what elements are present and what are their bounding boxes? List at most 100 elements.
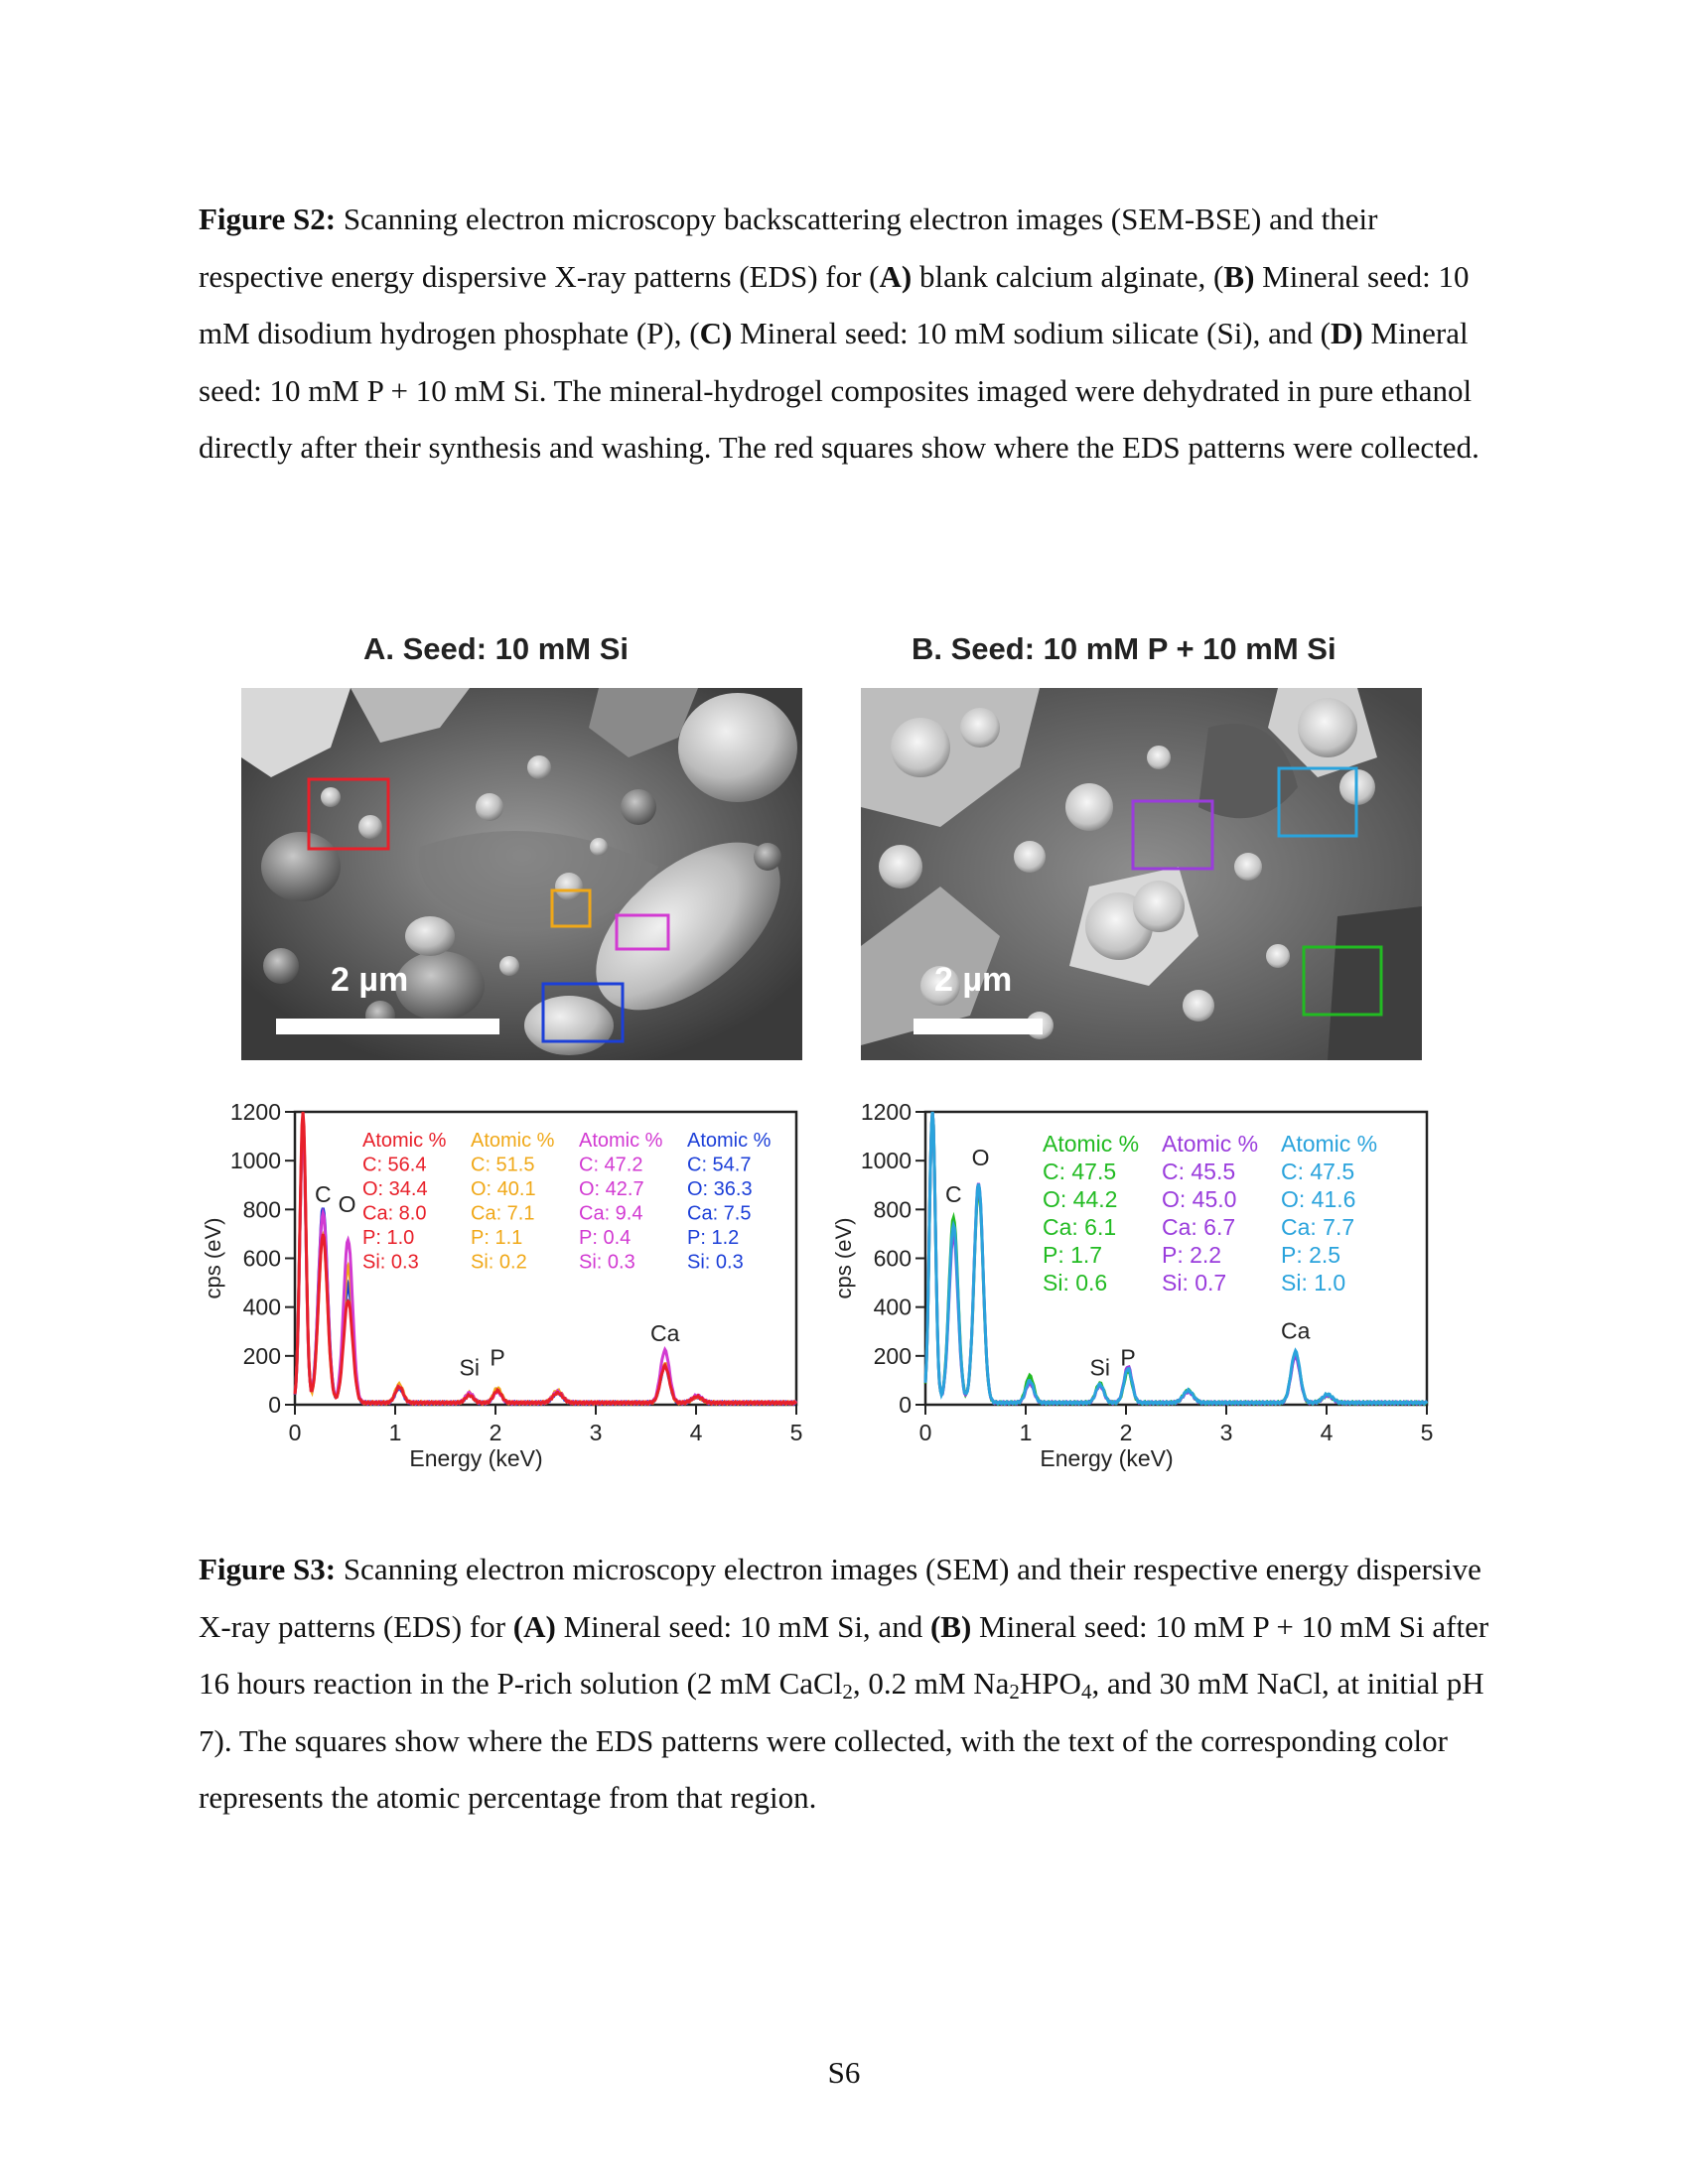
legend-text: C: 47.2: [579, 1155, 642, 1176]
eds-chart-a: 0 200 400 600 800 1000 1200 0 1 2 3 4 5 Energy (keV) c…: [201, 1099, 802, 1471]
figure-s3-segment: 4: [1080, 1680, 1092, 1704]
panel-a-title: A. Seed: 10 mM Si: [363, 631, 630, 666]
y-tick-label: 200: [874, 1343, 912, 1369]
y-tick-label: 1200: [230, 1099, 281, 1125]
figure-s3-segment: , and 30 mM NaCl, at initial pH 7). The …: [199, 1666, 1484, 1815]
y-tick-label: 1200: [861, 1099, 912, 1125]
legend-text: Ca: 9.4: [579, 1203, 642, 1225]
scale-bar-label-b: 2 µm: [934, 961, 1012, 999]
panel-b-title: B. Seed: 10 mM P + 10 mM Si: [912, 631, 1336, 666]
x-tick-label: 4: [1321, 1420, 1334, 1445]
legend-text: Si: 0.7: [1162, 1270, 1226, 1296]
y-tick-label: 1000: [861, 1148, 912, 1173]
y-tick-label: 800: [874, 1196, 912, 1222]
figure-s2-text: Scanning electron microscopy backscatter…: [199, 202, 1479, 465]
legend-text: Atomic %: [579, 1130, 663, 1152]
scale-bar-a: [276, 1019, 499, 1034]
figure-s2-caption: Figure S2: Scanning electron microscopy …: [199, 191, 1499, 477]
eds-chart-b: 0 200 400 600 800 1000 1200 0 1 2 3 4 5 Energy (keV) c…: [831, 1099, 1434, 1471]
region-box-blue: [541, 982, 625, 1043]
legend-text: P: 2.5: [1281, 1242, 1340, 1268]
y-tick-label: 600: [874, 1246, 912, 1272]
figure-s3-segment: Scanning electron microscopy electron im…: [199, 1552, 1481, 1644]
legend-text: O: 45.0: [1162, 1186, 1236, 1212]
figure-s3-segment: Mineral seed: 10 mM Si, and: [555, 1608, 930, 1644]
legend-text: P: 2.2: [1162, 1242, 1221, 1268]
legend-text: C: 56.4: [362, 1155, 426, 1176]
region-box-red: [307, 777, 390, 851]
y-axis-label: cps (eV): [201, 1218, 225, 1299]
x-tick-label: 2: [1120, 1420, 1133, 1445]
scale-bar-label-a: 2 µm: [331, 961, 408, 999]
legend-text: Atomic %: [687, 1130, 772, 1152]
peak-label: O: [339, 1191, 356, 1217]
legend-text: Si: 0.3: [687, 1252, 744, 1274]
legend-text: Si: 1.0: [1281, 1270, 1345, 1296]
figure-s2-segment: B): [1223, 258, 1255, 294]
legend-text: O: 34.4: [362, 1178, 428, 1200]
figure-s3-segment: HPO: [1019, 1666, 1081, 1701]
legend-text: Atomic %: [1162, 1131, 1258, 1157]
figure-s3-label: Figure S3:: [199, 1552, 337, 1586]
y-tick-label: 600: [243, 1246, 281, 1272]
legend-text: C: 45.5: [1162, 1159, 1235, 1184]
sem-image-b: 2 µm: [861, 688, 1422, 1060]
legend-text: Ca: 8.0: [362, 1203, 426, 1225]
x-tick-label: 5: [1421, 1420, 1434, 1445]
figure-s3-segment: , 0.2 mM Na: [852, 1666, 1010, 1701]
legend-text: Atomic %: [1281, 1131, 1377, 1157]
x-tick-label: 4: [690, 1420, 703, 1445]
legend-text: P: 1.2: [687, 1227, 739, 1249]
peak-label: C: [315, 1181, 332, 1207]
y-tick-label: 400: [874, 1295, 912, 1320]
legend-text: Si: 0.2: [471, 1252, 527, 1274]
spectrum-line: [293, 1111, 798, 1407]
legend-text: Ca: 7.1: [471, 1203, 534, 1225]
legend-text: O: 44.2: [1043, 1186, 1117, 1212]
spectrum-line: [923, 1111, 1429, 1407]
figure-s3-segment: 2: [1009, 1680, 1020, 1704]
y-tick-label: 0: [899, 1392, 912, 1418]
peak-label: O: [972, 1145, 990, 1170]
legend-text: Si: 0.3: [362, 1252, 419, 1274]
x-axis-label: Energy (keV): [409, 1445, 542, 1471]
figure-s2-segment: D): [1330, 316, 1363, 350]
figure-s2-segment: Mineral seed: 10 mM P + 10 mM Si. The mi…: [199, 316, 1479, 465]
legend-text: C: 47.5: [1281, 1159, 1354, 1184]
peak-label: Si: [460, 1355, 480, 1381]
y-tick-label: 0: [268, 1392, 281, 1418]
x-tick-label: 0: [289, 1420, 302, 1445]
x-tick-label: 1: [1020, 1420, 1033, 1445]
figure-s3-segment: (A): [512, 1608, 556, 1644]
figure-s3-segment: 2: [842, 1680, 853, 1704]
legend-text: Atomic %: [362, 1130, 447, 1152]
figure-s3-text: Scanning electron microscopy electron im…: [199, 1552, 1488, 1815]
peak-label: Ca: [650, 1320, 680, 1346]
legend-text: P: 1.0: [362, 1227, 414, 1249]
legend-text: Ca: 6.7: [1162, 1214, 1235, 1240]
y-tick-label: 400: [243, 1295, 281, 1320]
peak-label: P: [1120, 1345, 1135, 1371]
sem-image-a: 2 µm: [241, 688, 802, 1060]
legend-text: Si: 0.3: [579, 1252, 635, 1274]
peak-label: Ca: [1281, 1318, 1311, 1344]
x-tick-label: 0: [919, 1420, 932, 1445]
y-tick-label: 200: [243, 1343, 281, 1369]
legend-text: Ca: 6.1: [1043, 1214, 1116, 1240]
legend-text: C: 51.5: [471, 1155, 534, 1176]
figure-s3-segment: (B): [929, 1608, 972, 1644]
figure-s2-segment: blank calcium alginate, (: [912, 258, 1224, 294]
figure-s3-caption: Figure S3: Scanning electron microscopy …: [199, 1541, 1499, 1827]
figure-s2-segment: Scanning electron microscopy backscatter…: [199, 202, 1378, 294]
x-tick-label: 2: [490, 1420, 502, 1445]
figure-s2-label: Figure S2:: [199, 202, 337, 236]
region-box-orange: [550, 888, 592, 928]
x-axis-label: Energy (keV): [1040, 1445, 1173, 1471]
legend-text: Ca: 7.5: [687, 1203, 751, 1225]
x-tick-label: 3: [1220, 1420, 1233, 1445]
legend-text: P: 0.4: [579, 1227, 631, 1249]
figure-s2-segment: C): [699, 316, 733, 350]
legend-text: O: 42.7: [579, 1178, 644, 1200]
region-box-green: [1302, 945, 1383, 1017]
legend-text: Atomic %: [471, 1130, 555, 1152]
